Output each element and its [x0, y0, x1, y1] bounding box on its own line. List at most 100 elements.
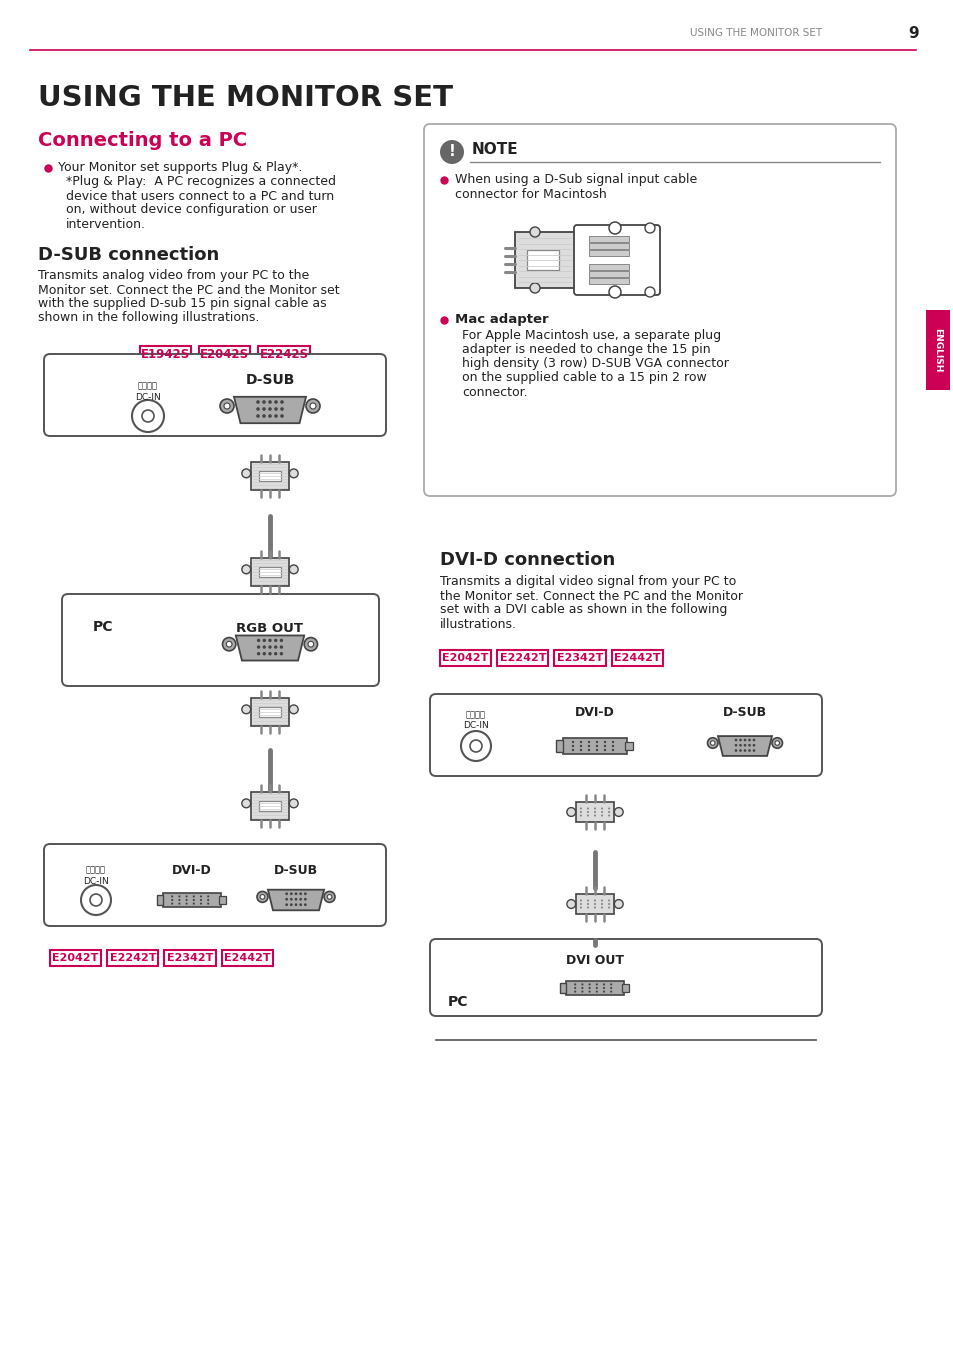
Circle shape: [200, 895, 202, 898]
Circle shape: [310, 403, 315, 408]
Circle shape: [579, 745, 581, 747]
Bar: [258, 470, 281, 481]
Circle shape: [185, 895, 188, 898]
Circle shape: [256, 652, 260, 655]
Text: 电源输入: 电源输入: [86, 865, 106, 875]
Circle shape: [595, 991, 598, 992]
Circle shape: [200, 899, 202, 900]
Circle shape: [304, 903, 307, 906]
Circle shape: [279, 639, 283, 642]
Bar: [588, 264, 628, 270]
Text: E2042T: E2042T: [442, 652, 488, 663]
FancyBboxPatch shape: [554, 650, 605, 666]
Bar: [588, 249, 628, 256]
Bar: [156, 895, 163, 906]
Text: When using a D-Sub signal input cable: When using a D-Sub signal input cable: [455, 174, 697, 186]
Circle shape: [294, 892, 297, 895]
Circle shape: [752, 744, 755, 747]
Circle shape: [574, 991, 576, 992]
Circle shape: [587, 741, 590, 743]
Circle shape: [734, 739, 737, 741]
Circle shape: [242, 469, 251, 477]
Text: Your Monitor set supports Plug & Play*.: Your Monitor set supports Plug & Play*.: [58, 162, 302, 174]
Text: RGB OUT: RGB OUT: [236, 623, 303, 635]
Circle shape: [262, 639, 266, 642]
FancyBboxPatch shape: [221, 950, 273, 967]
Bar: [925, 310, 949, 390]
FancyBboxPatch shape: [575, 802, 614, 822]
FancyBboxPatch shape: [164, 950, 215, 967]
Circle shape: [262, 646, 266, 648]
Circle shape: [289, 799, 298, 807]
Circle shape: [580, 983, 583, 985]
Circle shape: [256, 646, 260, 648]
Circle shape: [579, 741, 581, 743]
Circle shape: [614, 899, 622, 909]
Polygon shape: [268, 890, 324, 910]
Text: NOTE: NOTE: [472, 143, 518, 158]
Text: E2242T: E2242T: [499, 652, 545, 663]
Circle shape: [596, 748, 598, 751]
Circle shape: [268, 407, 272, 411]
Circle shape: [171, 903, 173, 905]
Text: 9: 9: [907, 26, 918, 40]
Circle shape: [327, 895, 332, 899]
Circle shape: [614, 807, 622, 817]
Text: connector.: connector.: [461, 386, 527, 399]
FancyBboxPatch shape: [62, 594, 378, 686]
Text: E2242T: E2242T: [110, 953, 156, 962]
Circle shape: [268, 639, 272, 642]
Text: DC-IN: DC-IN: [135, 392, 161, 402]
Circle shape: [610, 983, 612, 985]
Text: E2342T: E2342T: [557, 652, 602, 663]
Circle shape: [595, 987, 598, 989]
Circle shape: [290, 903, 293, 906]
Circle shape: [256, 400, 259, 404]
Circle shape: [268, 652, 272, 655]
FancyBboxPatch shape: [515, 232, 575, 288]
Circle shape: [734, 749, 737, 752]
Circle shape: [304, 638, 317, 651]
Bar: [588, 243, 628, 249]
Circle shape: [586, 807, 588, 810]
Circle shape: [710, 741, 714, 745]
Text: ENGLISH: ENGLISH: [933, 328, 942, 372]
Text: intervention.: intervention.: [66, 217, 146, 231]
FancyBboxPatch shape: [497, 650, 548, 666]
FancyBboxPatch shape: [199, 346, 250, 363]
Bar: [621, 984, 628, 992]
FancyBboxPatch shape: [611, 650, 662, 666]
Circle shape: [752, 739, 755, 741]
Circle shape: [268, 646, 272, 648]
Circle shape: [289, 565, 298, 574]
Circle shape: [171, 899, 173, 900]
FancyBboxPatch shape: [251, 462, 289, 491]
Bar: [526, 249, 558, 270]
Circle shape: [207, 903, 209, 905]
Circle shape: [587, 745, 590, 747]
Circle shape: [579, 814, 581, 817]
Circle shape: [594, 899, 596, 902]
Circle shape: [644, 222, 655, 233]
Circle shape: [306, 399, 319, 412]
Circle shape: [610, 991, 612, 992]
Text: DC-IN: DC-IN: [83, 876, 109, 886]
Circle shape: [610, 987, 612, 989]
Circle shape: [256, 891, 268, 902]
Circle shape: [289, 705, 298, 713]
Text: USING THE MONITOR SET: USING THE MONITOR SET: [689, 28, 821, 38]
Circle shape: [193, 899, 194, 900]
Circle shape: [566, 807, 575, 817]
Text: Connecting to a PC: Connecting to a PC: [38, 131, 247, 150]
Circle shape: [586, 903, 588, 905]
FancyBboxPatch shape: [439, 650, 491, 666]
Text: E1942S: E1942S: [141, 348, 190, 360]
Circle shape: [603, 745, 605, 747]
Circle shape: [611, 745, 614, 747]
Circle shape: [178, 903, 180, 905]
Bar: [258, 801, 281, 811]
Circle shape: [594, 906, 596, 909]
Circle shape: [594, 807, 596, 810]
Circle shape: [178, 899, 180, 900]
FancyBboxPatch shape: [251, 791, 289, 820]
